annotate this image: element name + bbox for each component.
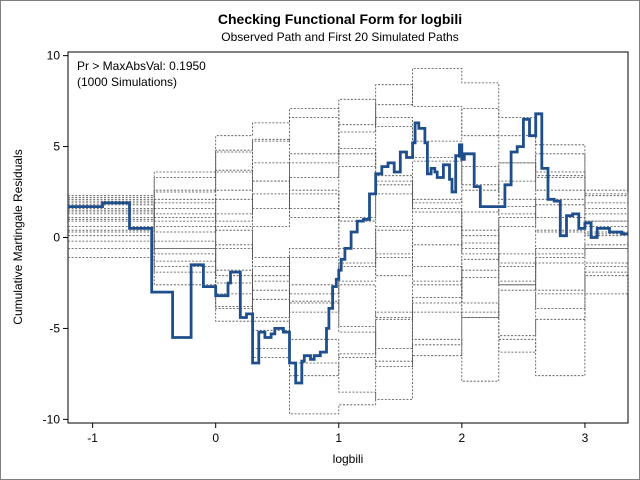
chart-subtitle: Observed Path and First 20 Simulated Pat… — [221, 30, 458, 44]
annotation-pvalue: Pr > MaxAbsVal: 0.1950 — [77, 59, 206, 73]
x-axis-label: logbili — [333, 452, 364, 466]
y-axis: -10 -5 0 5 10 — [43, 49, 68, 426]
simulated-path — [68, 213, 629, 367]
y-tick-label: 0 — [53, 231, 60, 245]
simulated-path — [68, 218, 629, 382]
simulated-path — [68, 226, 629, 309]
simulated-paths — [68, 68, 629, 415]
y-tick-label: 10 — [47, 49, 61, 63]
observed-path — [68, 112, 628, 385]
y-tick-label: -5 — [49, 321, 60, 335]
simulated-path — [68, 153, 629, 277]
observed-path-group — [68, 112, 628, 385]
x-tick-label: 3 — [582, 431, 589, 445]
annotation-simulations: (1000 Simulations) — [77, 75, 177, 89]
y-tick-label: -10 — [43, 412, 61, 426]
x-axis: -1 0 1 2 3 — [87, 423, 589, 445]
simulated-path — [68, 108, 629, 267]
simulated-path — [68, 226, 629, 400]
simulated-path — [68, 108, 629, 218]
simulated-path — [68, 162, 629, 318]
x-tick-label: 2 — [459, 431, 466, 445]
simulated-path — [68, 98, 629, 233]
x-tick-label: 1 — [335, 431, 342, 445]
chart-title: Checking Functional Form for logbili — [218, 11, 462, 27]
x-tick-label: 0 — [212, 431, 219, 445]
y-tick-label: 5 — [53, 140, 60, 154]
y-axis-label: Cumulative Martingale Residuals — [11, 149, 25, 324]
x-tick-label: -1 — [87, 431, 98, 445]
